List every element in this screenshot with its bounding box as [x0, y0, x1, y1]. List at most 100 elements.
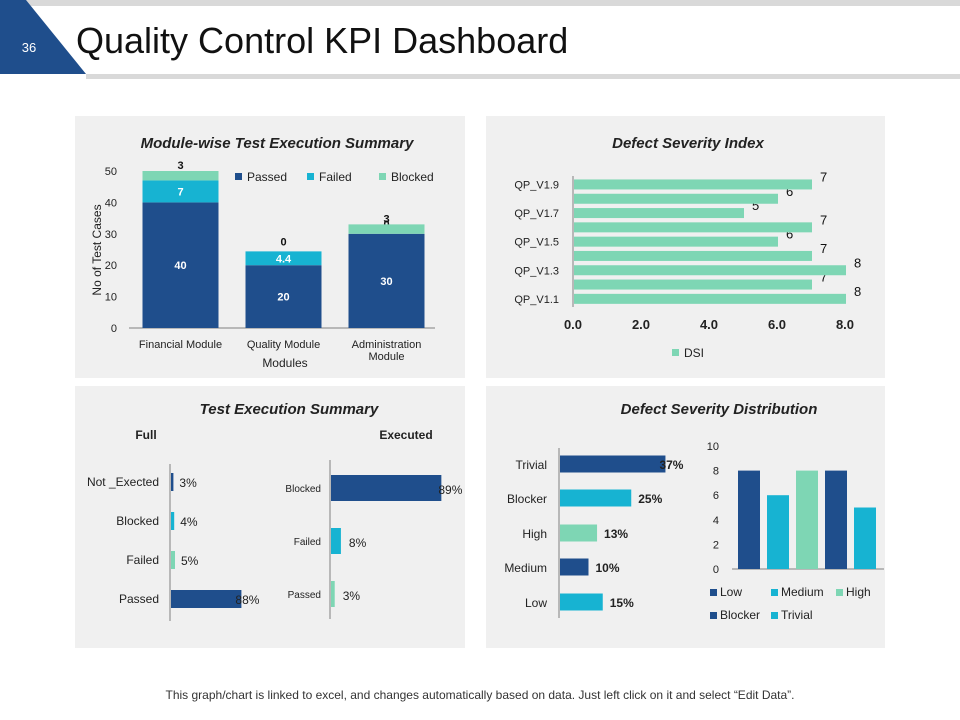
- bar-passed: [142, 202, 219, 328]
- bar-dsi: [574, 279, 812, 290]
- bar-full: [171, 473, 174, 491]
- legend-label: Trivial: [781, 608, 813, 622]
- data-label: 3%: [179, 476, 197, 490]
- bar-executed: [331, 528, 341, 554]
- y-tick-label: 2: [713, 539, 719, 551]
- data-label: 88%: [235, 593, 259, 607]
- bar-blocker: [825, 470, 847, 569]
- y-tick-label: 8: [713, 466, 719, 478]
- y-tick-label: QP_V1.5: [514, 237, 559, 249]
- y-tick-label: 0: [111, 323, 117, 335]
- bar-low: [738, 470, 760, 569]
- data-label: 15%: [610, 596, 634, 610]
- x-tick-label: 0.0: [564, 317, 582, 332]
- bar-trivial: [854, 507, 876, 569]
- subtitle-full: Full: [135, 428, 156, 442]
- bar-dsi: [574, 293, 846, 304]
- subtitle-executed: Executed: [379, 428, 432, 442]
- bar-full: [171, 590, 242, 608]
- data-label: 40: [174, 260, 186, 272]
- bar-dsi: [574, 265, 846, 276]
- bar-passed: [245, 265, 322, 328]
- data-label: 5: [752, 198, 759, 213]
- chart-title: Defect Severity Index: [612, 135, 764, 152]
- bar-failed: [245, 251, 322, 266]
- data-label: 3: [177, 160, 183, 172]
- data-label: 37%: [659, 458, 683, 472]
- y-tick-label: Blocker: [507, 492, 547, 506]
- legend-swatch: [672, 349, 679, 356]
- bar-dsi: [574, 193, 778, 204]
- data-label: 7: [820, 169, 827, 184]
- y-tick-label: 50: [105, 166, 117, 178]
- bar-executed: [331, 581, 335, 607]
- legend-label: Blocker: [720, 608, 760, 622]
- slide-number-badge: [0, 0, 86, 74]
- data-label: 3: [383, 213, 389, 225]
- module-summary-chart: Module-wise Test Execution Summary 0 10 20 3…: [90, 135, 435, 370]
- bar-dsi: [574, 250, 812, 261]
- legend-label: Medium: [781, 585, 824, 599]
- top-border: [0, 0, 960, 6]
- bar-medium: [767, 495, 789, 569]
- y-tick-label: 0: [713, 564, 719, 576]
- bar-severity: [560, 593, 603, 611]
- y-tick-label: QP_V1.9: [514, 179, 559, 191]
- legend-swatch: [235, 173, 242, 180]
- y-tick-label: 6: [713, 490, 719, 502]
- bar-dsi: [574, 222, 812, 233]
- data-label: 3%: [343, 589, 361, 603]
- data-label: 7: [820, 270, 827, 285]
- data-label: 4%: [180, 515, 198, 529]
- y-tick-label: High: [522, 527, 547, 541]
- legend-label: Low: [720, 585, 742, 599]
- bar-full: [171, 551, 175, 569]
- x-tick-label: Module: [368, 351, 404, 363]
- bar-dsi: [574, 179, 812, 190]
- bar-failed: [142, 180, 219, 203]
- data-label: 89%: [438, 483, 462, 497]
- data-label: 5%: [181, 554, 199, 568]
- x-tick-label: Quality Module: [247, 339, 320, 351]
- y-tick-label: Low: [525, 596, 547, 610]
- data-label: 4.4: [276, 253, 292, 265]
- data-label: 25%: [638, 492, 662, 506]
- test-execution-chart: Test Execution Summary Full Executed Not _E…: [87, 401, 463, 621]
- legend-swatch: [379, 173, 386, 180]
- data-label: 0: [280, 236, 286, 248]
- legend-label: DSI: [684, 346, 704, 360]
- data-label: 30: [380, 276, 392, 288]
- y-tick-label: QP_V1.3: [514, 265, 559, 277]
- page-title: Quality Control KPI Dashboard: [76, 20, 569, 61]
- bar-blocked: [348, 224, 425, 234]
- chart-title: Module-wise Test Execution Summary: [141, 135, 414, 152]
- data-label: 6: [786, 227, 793, 242]
- y-tick-label: Blocked: [285, 484, 321, 495]
- dsi-chart: Defect Severity Index 8 QP_V1.1 7 8 QP_V1.3 7 6…: [514, 135, 861, 360]
- bar-full: [171, 512, 175, 530]
- legend-label: Failed: [319, 170, 352, 184]
- panel-test-execution: Test Execution Summary Full Executed Not _E…: [75, 386, 465, 648]
- bar-severity: [560, 524, 598, 542]
- bar-severity: [560, 489, 632, 507]
- x-tick-label: 8.0: [836, 317, 854, 332]
- bar-high: [796, 470, 818, 569]
- y-tick-label: 30: [105, 229, 117, 241]
- legend-label: Blocked: [391, 170, 434, 184]
- bar-severity: [560, 558, 589, 576]
- data-label: 20: [277, 292, 289, 304]
- y-axis-title: No of Test Cases: [90, 204, 104, 295]
- y-tick-label: 10: [707, 441, 719, 453]
- y-tick-label: 4: [713, 515, 719, 527]
- bar-severity: [560, 455, 666, 473]
- y-tick-label: Trivial: [515, 458, 547, 472]
- bar-dsi: [574, 236, 778, 247]
- legend-swatch: [307, 173, 314, 180]
- data-label: 13%: [604, 527, 628, 541]
- chart-title: Test Execution Summary: [200, 401, 379, 418]
- legend-label: Passed: [247, 170, 287, 184]
- severity-distribution-chart: Defect Severity Distribution Trivial 37% Bl…: [504, 401, 884, 622]
- legend-swatch: [836, 589, 843, 596]
- y-tick-label: Failed: [294, 537, 321, 548]
- y-tick-label: 40: [105, 197, 117, 209]
